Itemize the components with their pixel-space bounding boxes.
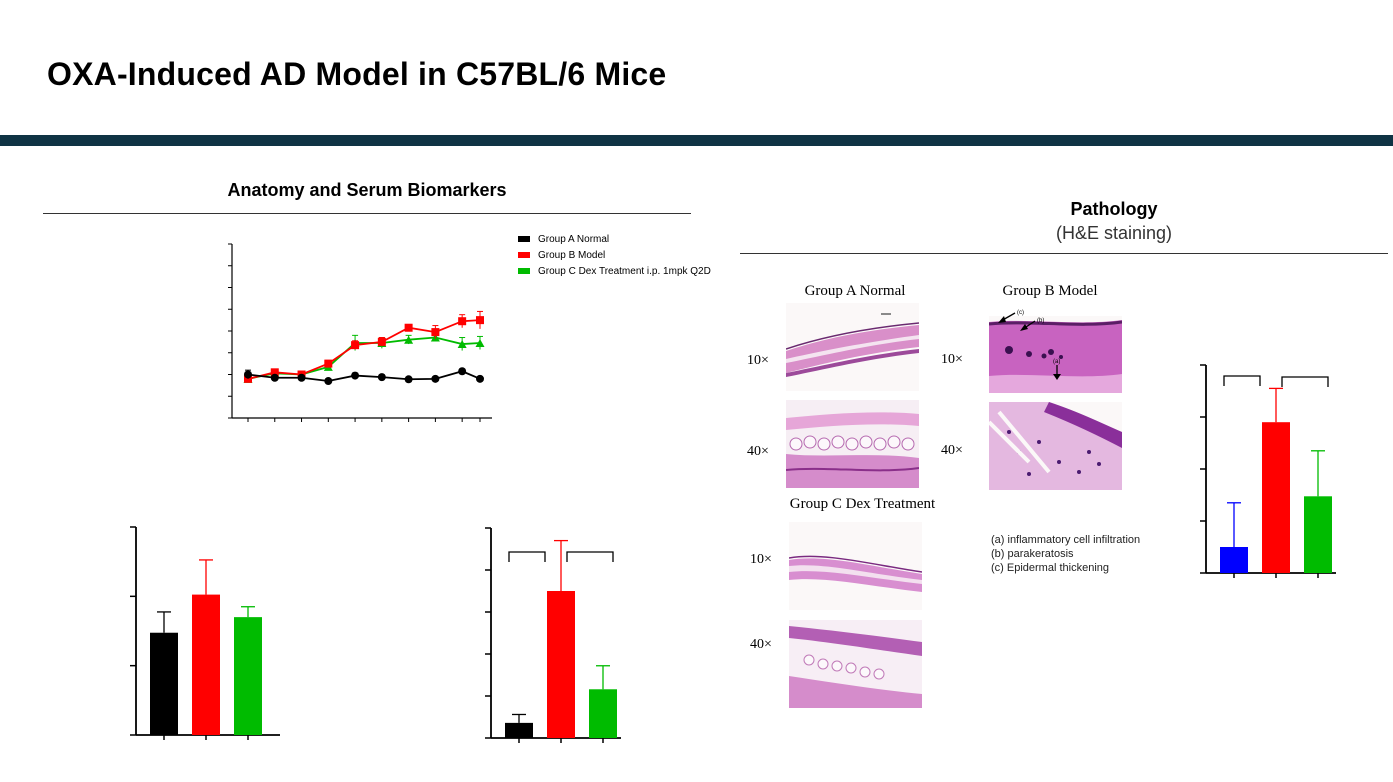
mag-label-c10: 10× (750, 552, 772, 567)
pathology-section-title: Pathology (1070, 199, 1158, 219)
data-point (270, 373, 279, 382)
note-line: (b) parakeratosis (991, 548, 1074, 560)
significance-bracket (1223, 375, 1261, 386)
data-point (270, 368, 279, 377)
data-point (377, 337, 386, 346)
legend-item-group-b: Group B Model (518, 250, 605, 261)
note-line: (a) inflammatory cell infiltration (991, 534, 1141, 546)
bar-B (1262, 422, 1290, 573)
bar-C (1304, 496, 1332, 573)
histology-a-40x-image (786, 400, 919, 488)
histology-b-40x-image (989, 402, 1122, 490)
data-point (377, 373, 386, 382)
pathology-arrows: (c) (b) (a) (998, 310, 1061, 380)
series-line-0 (247, 370, 481, 382)
data-point (297, 373, 306, 382)
histology-c-40x-image (789, 620, 922, 708)
legend-label: Group B Model (538, 250, 606, 261)
data-point (404, 375, 413, 384)
bar-C (589, 689, 617, 738)
pathology-section-subtitle: (H&E staining) (1055, 223, 1173, 243)
ear-thickness-chart (228, 243, 492, 422)
data-point (476, 374, 484, 383)
legend-item-group-a: Group A Normal (518, 234, 609, 245)
series-line-1 (247, 319, 481, 380)
arrow-label-c: (c) (1017, 310, 1024, 316)
histology-c-10x-image (789, 522, 922, 610)
pathology-label-group-b: Group B Model (1002, 283, 1098, 299)
mag-label-a10: 10× (747, 353, 769, 368)
data-point (457, 340, 467, 349)
legend-swatch (518, 236, 530, 243)
data-point (404, 335, 414, 344)
arrow-label-a: (a) (1053, 359, 1060, 365)
title-bar (0, 135, 1393, 146)
arrow-b-head (1020, 324, 1028, 331)
arrow-c-head (998, 316, 1006, 323)
histology-b-10x-image (989, 316, 1122, 393)
page-title: OXA-Induced AD Model in C57BL/6 Mice (47, 56, 667, 92)
significance-bracket (566, 551, 614, 562)
data-point (351, 371, 360, 380)
pathology-label-group-c: Group C Dex Treatment (789, 496, 936, 512)
data-point (431, 328, 440, 337)
data-point (244, 370, 252, 379)
histology-a-10x-image (786, 303, 919, 391)
data-point (404, 323, 413, 332)
data-point (458, 317, 467, 326)
data-point (475, 338, 485, 347)
pathology-section-rule (740, 253, 1388, 254)
ige-chart (485, 527, 621, 743)
data-point (324, 377, 333, 386)
legend-label: Group C Dex Treatment i.p. 1mpk Q2D (538, 266, 711, 277)
legend-label: Group A Normal (538, 234, 610, 245)
arrow-label-b: (b) (1037, 318, 1044, 324)
legend-swatch (518, 252, 530, 259)
mag-label-c40: 40× (750, 637, 772, 652)
ear-chart-legend: Group A Normal Group B Model Group C Dex… (518, 234, 748, 284)
pathology-label-group-a: Group A Normal (804, 283, 906, 299)
spleen-index-chart (130, 526, 280, 740)
data-point (431, 374, 440, 383)
mag-label-b10: 10× (941, 352, 963, 367)
data-point (324, 359, 333, 368)
data-point (458, 367, 467, 376)
data-point (476, 316, 484, 325)
note-line: (c) Epidermal thickening (991, 562, 1109, 574)
mag-label-b40: 40× (941, 443, 963, 458)
anatomy-section-rule (43, 213, 691, 214)
mag-label-a40: 40× (747, 444, 769, 459)
pathology-notes: (a) inflammatory cell infiltration (b) p… (991, 533, 1140, 575)
anatomy-section-title: Anatomy and Serum Biomarkers (227, 180, 507, 200)
significance-bracket (508, 551, 546, 562)
significance-bracket (1281, 376, 1329, 387)
bar-A (150, 632, 178, 735)
bar-B (192, 594, 220, 735)
bar-A (1220, 547, 1248, 573)
legend-item-group-c: Group C Dex Treatment i.p. 1mpk Q2D (518, 266, 711, 277)
bar-A (505, 722, 533, 738)
clinical-score-chart (1200, 364, 1336, 578)
arrow-a-head (1053, 374, 1061, 380)
bar-C (234, 617, 262, 735)
bar-B (547, 591, 575, 738)
legend-swatch (518, 268, 530, 275)
data-point (351, 341, 360, 350)
